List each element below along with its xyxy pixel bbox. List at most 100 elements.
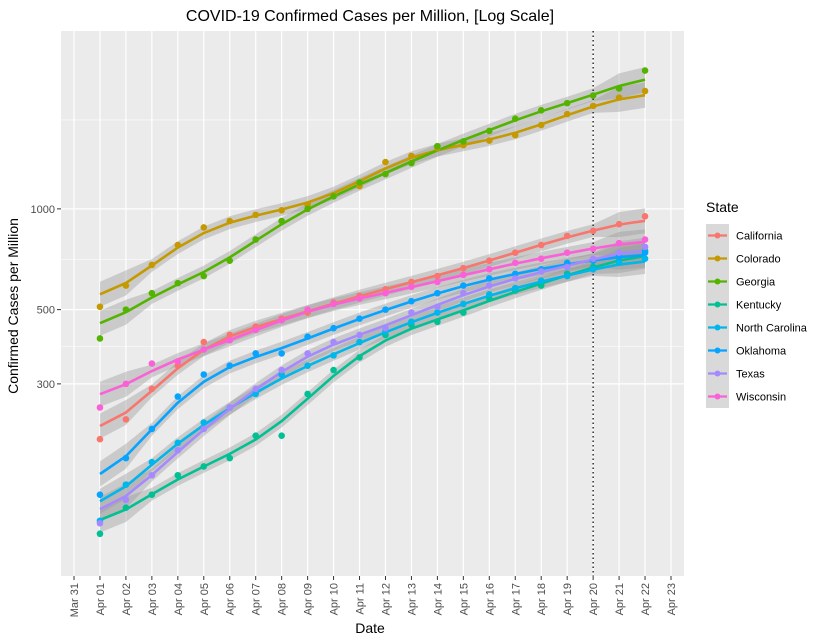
legend-key-point xyxy=(714,255,721,262)
data-point xyxy=(615,94,623,101)
fit-lines xyxy=(99,78,646,522)
data-point xyxy=(615,239,623,247)
data-point xyxy=(148,385,156,393)
data-point xyxy=(200,371,208,378)
data-point xyxy=(304,390,311,398)
x-tick-label: Apr 08 xyxy=(277,583,289,615)
data-point xyxy=(278,432,285,440)
data-point xyxy=(226,217,234,225)
data-point xyxy=(226,454,234,462)
legend-key-point xyxy=(714,347,721,354)
y-tick-label: 1000 xyxy=(31,204,55,216)
data-point xyxy=(226,362,234,369)
legend-label: Georgia xyxy=(736,277,776,289)
data-point xyxy=(174,393,182,400)
data-point xyxy=(486,275,493,282)
data-point xyxy=(330,193,337,200)
data-point xyxy=(408,318,415,326)
data-point xyxy=(460,289,467,297)
data-point xyxy=(511,115,519,122)
data-point xyxy=(563,232,571,240)
data-point xyxy=(174,439,182,447)
data-point xyxy=(408,297,415,305)
data-point xyxy=(641,243,649,251)
x-axis: Mar 31 Apr 01 Apr 02 Apr 03 Apr 04 Apr 05 Apr … xyxy=(69,576,678,617)
data-point xyxy=(563,272,571,280)
data-point xyxy=(460,300,467,308)
legend: State California Colorado Georgia Kentucky N… xyxy=(706,199,808,408)
x-tick-label: Apr 22 xyxy=(640,583,652,615)
data-point xyxy=(615,85,623,92)
data-point xyxy=(486,282,493,289)
data-point xyxy=(148,471,156,479)
data-point xyxy=(511,275,519,282)
data-point xyxy=(96,491,104,498)
legend-key-point xyxy=(714,370,721,377)
confidence-band xyxy=(100,243,645,533)
legend-label: Oklahoma xyxy=(736,346,787,358)
data-point xyxy=(330,338,337,346)
data-point xyxy=(122,454,130,462)
x-axis-title: Date xyxy=(355,620,385,636)
data-point xyxy=(252,385,259,393)
data-point xyxy=(511,270,519,278)
data-point xyxy=(148,289,156,297)
data-point xyxy=(434,278,441,286)
data-point xyxy=(434,318,441,326)
legend-label: Texas xyxy=(736,369,765,381)
x-tick-label: Apr 13 xyxy=(406,583,418,615)
data-point xyxy=(537,277,545,285)
data-point xyxy=(356,295,363,302)
data-point xyxy=(641,213,649,220)
data-point xyxy=(382,170,389,178)
data-point xyxy=(252,236,259,243)
data-point xyxy=(589,92,597,99)
data-point xyxy=(356,354,363,361)
data-point xyxy=(460,264,467,272)
x-tick-label: Apr 11 xyxy=(355,583,367,615)
data-point xyxy=(174,241,182,249)
data-point xyxy=(408,283,415,291)
x-tick-label: Apr 01 xyxy=(95,583,107,615)
x-tick-label: Apr 23 xyxy=(666,583,678,615)
data-point xyxy=(511,259,519,267)
legend-label: North Carolina xyxy=(736,323,808,335)
data-point xyxy=(252,326,259,334)
data-point xyxy=(537,107,545,114)
data-point xyxy=(148,491,156,498)
data-point xyxy=(174,279,182,287)
data-point xyxy=(356,338,363,346)
fit-line xyxy=(99,253,646,476)
data-point xyxy=(563,110,571,118)
data-point xyxy=(589,227,597,235)
data-point xyxy=(226,257,234,265)
data-point xyxy=(148,360,156,367)
chart-title: COVID-19 Confirmed Cases per Million, [L… xyxy=(186,8,554,25)
legend-key-point xyxy=(714,278,721,285)
x-tick-label: Apr 15 xyxy=(458,583,470,615)
data-point xyxy=(122,416,130,423)
data-point xyxy=(486,137,493,144)
data-point xyxy=(641,249,649,256)
data-point xyxy=(148,458,156,466)
data-point xyxy=(563,263,571,271)
x-tick-label: Apr 09 xyxy=(303,583,315,615)
x-tick-label: Apr 05 xyxy=(199,583,211,615)
data-point xyxy=(460,138,467,145)
data-point xyxy=(537,268,545,275)
confidence-band xyxy=(100,248,645,514)
fit-line xyxy=(99,219,646,428)
x-tick-label: Apr 10 xyxy=(329,583,341,615)
data-point xyxy=(330,300,337,308)
data-point xyxy=(122,481,130,488)
data-point xyxy=(408,159,415,167)
data-point xyxy=(486,265,493,273)
data-point xyxy=(304,306,311,313)
data-point xyxy=(330,366,337,374)
data-point xyxy=(200,338,208,346)
data-point xyxy=(96,303,104,311)
data-point xyxy=(408,152,415,160)
data-point xyxy=(537,121,545,129)
x-tick-label: Apr 21 xyxy=(614,583,626,615)
y-axis-title: Confirmed Cases per Million xyxy=(5,218,21,394)
